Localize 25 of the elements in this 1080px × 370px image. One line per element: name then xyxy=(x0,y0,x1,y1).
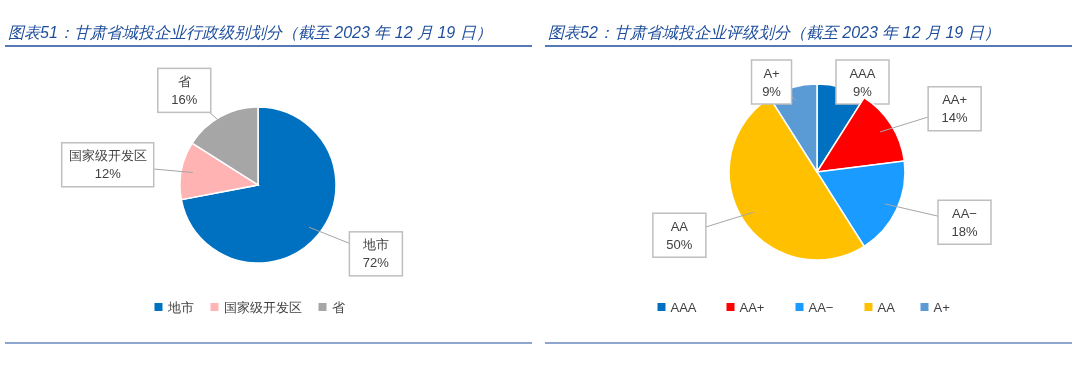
chart-title: 图表52：甘肃省城投企业评级划分（截至 2023 年 12 月 19 日） xyxy=(548,24,1000,41)
data-label: 16% xyxy=(171,91,198,107)
slice-label: A+ xyxy=(763,65,780,81)
data-label: 50% xyxy=(666,236,693,252)
legend-label: AA− xyxy=(808,300,834,315)
slice-label: 国家级开发区 xyxy=(68,148,147,164)
legend-label: AA xyxy=(877,300,896,315)
slice-label: AA− xyxy=(952,205,977,221)
data-label: 9% xyxy=(762,83,782,99)
data-label: 72% xyxy=(362,255,390,271)
chart-title: 图表51：甘肃省城投企业行政级别划分（截至 2023 年 12 月 19 日） xyxy=(8,24,492,41)
legend-label: 省 xyxy=(331,300,345,315)
slice-label: 省 xyxy=(177,73,191,89)
slice-label: AA xyxy=(670,218,689,234)
slice-label: 地市 xyxy=(361,237,389,253)
legend-label: AA+ xyxy=(739,300,765,315)
data-label: 18% xyxy=(951,223,978,239)
data-label: 12% xyxy=(94,166,122,182)
data-label: 14% xyxy=(941,110,969,126)
slice-label: AAA xyxy=(849,65,876,81)
legend-label: A+ xyxy=(933,300,950,315)
data-label: 9% xyxy=(853,83,873,99)
legend-label: AAA xyxy=(670,300,697,315)
slice-label: AA+ xyxy=(942,92,968,108)
legend-label: 地市 xyxy=(166,300,194,315)
